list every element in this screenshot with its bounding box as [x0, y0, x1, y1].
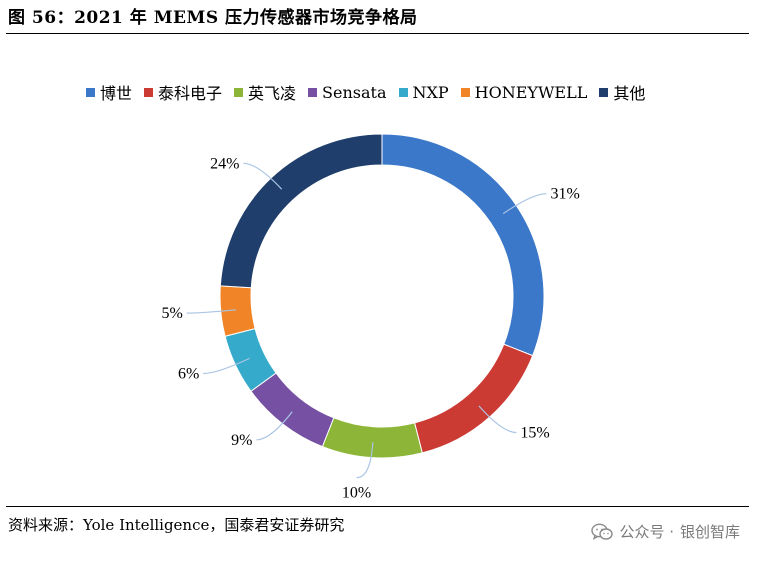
donut-slice — [413, 343, 534, 454]
chart-legend: 博世 泰科电子 英飞凌 Sensata NXP HONEYWELL 其他 — [86, 80, 645, 104]
legend-item: 博世 — [86, 80, 132, 104]
data-label: 31% — [551, 186, 580, 203]
figure-title: 图 56：2021 年 MEMS 压力传感器市场竞争格局 — [8, 8, 418, 28]
donut-slices — [219, 133, 545, 459]
legend-label: 博世 — [100, 84, 133, 103]
legend-label: NXP — [412, 82, 449, 102]
data-labels: 31% 15% 10% 9% 6% 5% 24% — [161, 155, 579, 501]
donut-slice — [381, 133, 545, 357]
legend-swatch — [86, 87, 95, 97]
legend-label: 泰科电子 — [158, 84, 223, 103]
data-label: 24% — [210, 155, 239, 172]
data-label: 6% — [178, 365, 199, 382]
legend-label: 其他 — [613, 84, 646, 103]
legend-item: 其他 — [599, 80, 645, 104]
source-rule — [6, 506, 749, 507]
donut-slice — [219, 133, 383, 289]
leader-line — [478, 405, 517, 434]
legend-swatch — [308, 87, 318, 97]
legend-item: HONEYWELL — [460, 82, 588, 102]
donut-slice — [250, 372, 335, 448]
leader-line — [256, 411, 293, 441]
legend-item: 英飞凌 — [234, 80, 296, 104]
legend-label: HONEYWELL — [474, 82, 588, 102]
legend-item: 泰科电子 — [144, 80, 222, 104]
data-label: 10% — [342, 485, 371, 502]
legend-swatch — [234, 87, 244, 97]
leader-line — [243, 162, 283, 190]
leader-lines — [186, 162, 547, 479]
data-label: 15% — [520, 425, 549, 442]
legend-label: Sensata — [322, 82, 387, 102]
legend-swatch — [398, 87, 408, 97]
data-label: 5% — [161, 305, 182, 322]
wechat-icon — [591, 523, 614, 540]
leader-line — [203, 357, 250, 375]
leader-line — [502, 193, 547, 215]
legend-swatch — [460, 87, 470, 97]
title-underline — [6, 33, 749, 34]
watermark-name: 银创智库 — [679, 523, 740, 541]
legend-item: NXP — [398, 82, 449, 102]
leader-line — [356, 442, 374, 479]
leader-line — [186, 309, 237, 314]
legend-swatch — [599, 87, 609, 97]
watermark: 公众号 · 银创智库 — [591, 521, 740, 542]
legend-swatch — [144, 87, 154, 97]
data-label: 9% — [231, 432, 252, 449]
watermark-prefix: 公众号 · — [619, 523, 674, 541]
legend-label: 英飞凌 — [248, 84, 297, 103]
legend-item: Sensata — [308, 82, 387, 102]
source-note: 资料来源：Yole Intelligence，国泰君安证券研究 — [8, 516, 345, 534]
